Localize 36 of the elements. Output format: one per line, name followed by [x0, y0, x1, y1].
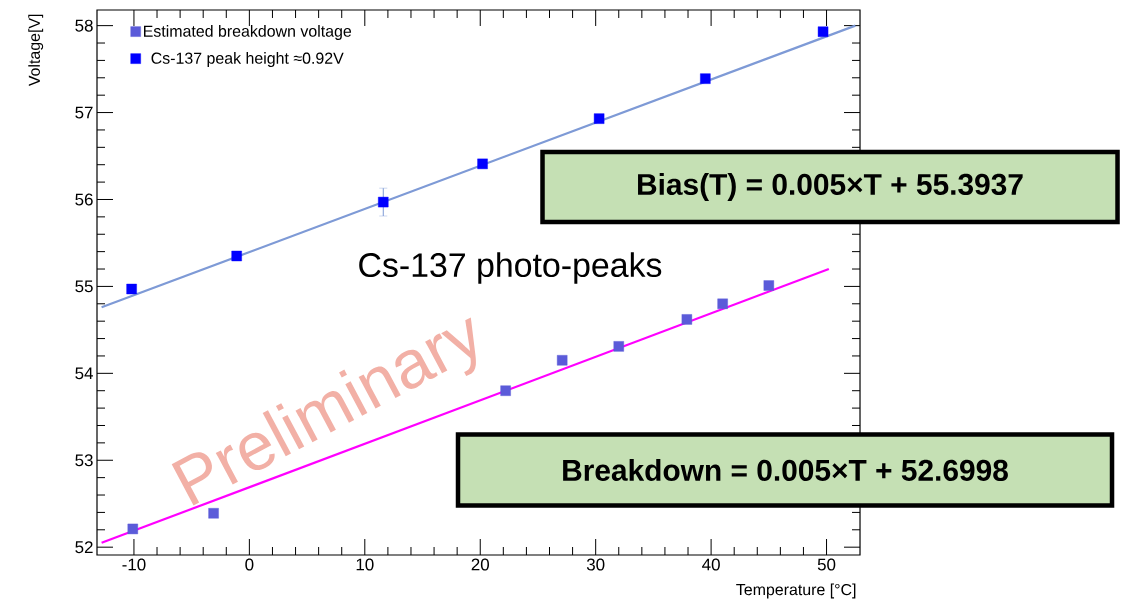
x-tick-label: 0: [245, 558, 254, 571]
point: [717, 298, 728, 309]
point: [613, 341, 624, 352]
x-tick-label: 20: [471, 558, 489, 571]
x-tick-label: 10: [356, 558, 374, 571]
x-tick-label: 30: [586, 558, 605, 571]
x-tick-label: 40: [702, 558, 720, 571]
y-tick-label: 58: [75, 19, 93, 32]
point: [126, 283, 137, 295]
point: [378, 196, 389, 208]
point: [500, 385, 511, 396]
point: [763, 280, 775, 291]
x-axis-title: Temperature [°C]: [736, 583, 856, 599]
y-tick-label: 52: [75, 541, 93, 554]
y-tick-label: 56: [75, 193, 93, 206]
point: [817, 26, 829, 37]
x-tick-label: 50: [817, 558, 836, 571]
point: [127, 523, 138, 535]
point: [681, 314, 693, 325]
y-axis-title: Voltage[V]: [28, 14, 44, 87]
point: [231, 250, 242, 262]
point: [477, 158, 488, 170]
annotation: Bias(T) = 0.005×T + 55.3937: [638, 173, 1023, 201]
legend-label: Estimated breakdown voltage: [144, 25, 352, 40]
point: [557, 355, 568, 366]
point: [208, 508, 219, 519]
annotation: Breakdown = 0.005×T + 52.6998: [563, 459, 1008, 481]
y-tick-label: 57: [75, 106, 93, 119]
x-tick-label: -10: [122, 558, 146, 571]
point: [700, 73, 711, 84]
point: [593, 113, 605, 124]
y-tick-label: 53: [75, 454, 93, 467]
annotation: Cs-137 photo-peaks: [359, 252, 662, 284]
y-tick-label: 54: [75, 367, 93, 380]
y-tick-label: 55: [75, 280, 93, 293]
legend-label: Cs-137 peak height ≈0.92V: [151, 52, 344, 67]
